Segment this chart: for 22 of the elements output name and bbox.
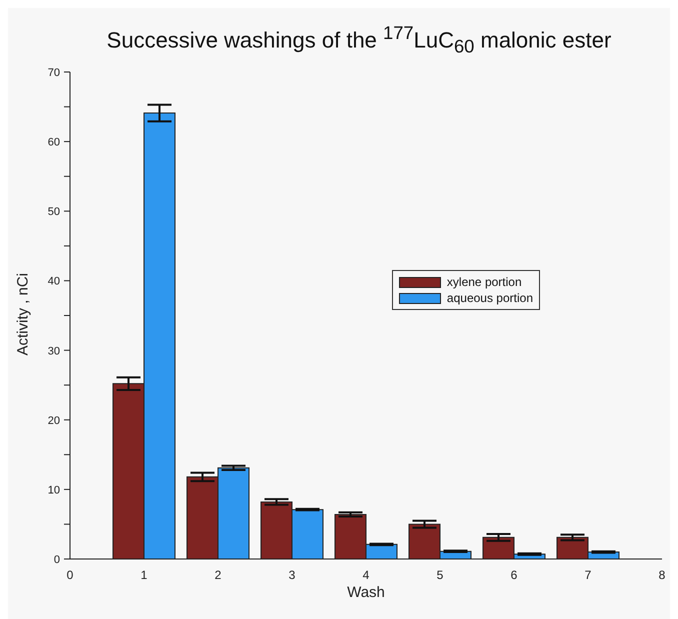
x-axis-title: Wash xyxy=(347,584,385,601)
x-tick-label: 6 xyxy=(510,568,518,582)
x-tick-label: 1 xyxy=(140,568,148,582)
y-tick-label: 0 xyxy=(54,554,60,566)
y-tick-label: 60 xyxy=(48,136,60,149)
y-tick-label: 40 xyxy=(48,276,60,288)
y-tick-label: 50 xyxy=(48,206,60,218)
y-tick-label: 20 xyxy=(48,414,60,427)
y-axis-title: Activity , nCi xyxy=(14,272,32,356)
y-tick-label: 10 xyxy=(48,484,60,496)
x-tick-label: 3 xyxy=(288,568,296,582)
y-tick-label: 30 xyxy=(48,345,60,358)
x-tick-label: 7 xyxy=(584,568,592,582)
legend-label: aqueous portion xyxy=(446,290,533,306)
chart-title: Successive washings of the $^{177}$LuC$_{60}$ malonic ester xyxy=(106,21,612,59)
x-tick-label: 8 xyxy=(658,568,666,582)
legend-label: xylene portion xyxy=(446,274,522,290)
x-tick-label: 0 xyxy=(66,568,74,582)
x-tick-label: 5 xyxy=(436,568,444,582)
y-tick-label: 70 xyxy=(48,67,60,79)
x-tick-label: 4 xyxy=(362,568,370,582)
x-tick-label: 2 xyxy=(214,568,222,582)
